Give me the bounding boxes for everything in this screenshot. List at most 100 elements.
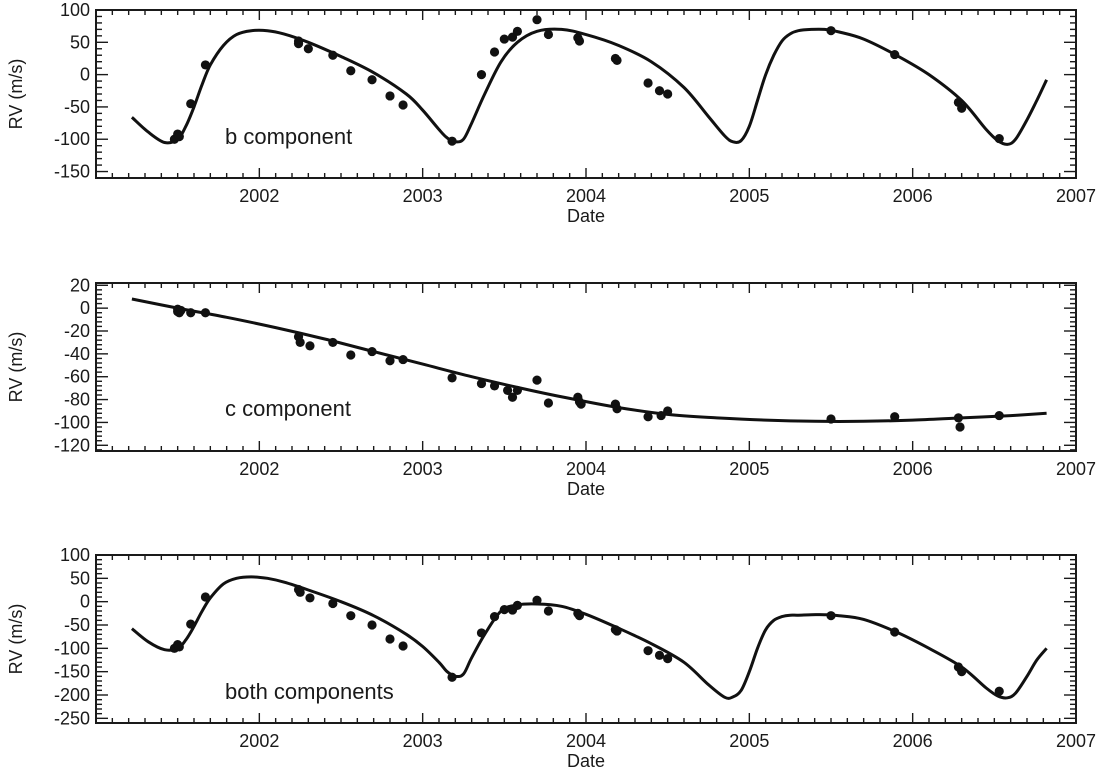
x-axis-label: Date — [567, 479, 605, 499]
rv-data-point — [367, 620, 377, 630]
rv-data-point — [305, 341, 315, 351]
y-tick-label: 20 — [70, 275, 90, 295]
rv-data-point — [826, 26, 836, 36]
y-tick-label: -100 — [54, 412, 90, 432]
rv-data-point — [200, 308, 211, 318]
x-tick-label: 2003 — [403, 731, 443, 751]
y-axis-label: RV (m/s) — [6, 59, 26, 130]
y-tick-label: 0 — [80, 65, 90, 85]
rv-data-point — [385, 91, 395, 101]
rv-data-point — [654, 86, 665, 96]
rv-data-point — [957, 103, 967, 113]
panel-both-components: 2002 2003 2004 2005 2006 2007 -250 -200 -150 -100… — [6, 545, 1096, 771]
y-tick-label: -20 — [64, 321, 90, 341]
x-tick-label: 2006 — [893, 459, 933, 479]
rv-data-point — [489, 612, 500, 622]
rv-data-point — [826, 414, 836, 424]
rv-data-point — [367, 346, 377, 357]
rv-data-point — [489, 381, 500, 391]
rv-data-point — [303, 44, 313, 54]
rv-data-point — [994, 133, 1004, 144]
rv-data-point — [507, 392, 518, 402]
panel-b-component: 2002 2003 2004 2005 2006 2007 -150 -100 -50 0 50 10… — [6, 0, 1096, 226]
rv-data-point — [328, 50, 338, 60]
y-axis-label: RV (m/s) — [6, 604, 26, 675]
orbit-fit-curve — [130, 27, 1048, 146]
x-tick-label: 2007 — [1056, 459, 1096, 479]
rv-data-point — [305, 593, 315, 603]
y-tick-label: 0 — [80, 298, 90, 318]
rv-data-point — [612, 55, 622, 65]
rv-data-point — [200, 60, 211, 70]
rv-data-point — [955, 422, 965, 432]
rv-data-point — [499, 605, 509, 615]
x-tick-label: 2005 — [729, 459, 769, 479]
rv-data-point — [612, 404, 622, 414]
rv-data-point — [656, 410, 666, 421]
y-tick-label: 100 — [60, 0, 90, 20]
x-tick-label: 2002 — [239, 731, 279, 751]
y-tick-label: -150 — [54, 162, 90, 182]
rv-data-point — [994, 410, 1004, 421]
x-tick-label: 2003 — [403, 459, 443, 479]
rv-data-point — [367, 75, 377, 85]
rv-data-point — [186, 619, 196, 629]
rv-data-point — [447, 373, 457, 383]
x-axis-label: Date — [567, 751, 605, 771]
y-tick-label: 50 — [70, 32, 90, 52]
rv-data-point — [385, 356, 395, 366]
rv-data-point — [200, 592, 211, 602]
rv-data-point — [476, 70, 487, 80]
y-tick-label: -120 — [54, 435, 90, 455]
panel-c-component: 2002 2003 2004 2005 2006 2007 -120 -100-80 -60 -4… — [6, 275, 1096, 499]
rv-data-point — [295, 587, 305, 597]
rv-data-point — [398, 354, 408, 365]
rv-data-point — [447, 136, 457, 146]
rv-data-point — [576, 399, 586, 409]
y-tick-label: -50 — [64, 615, 90, 635]
rv-data-point — [663, 406, 673, 416]
rv-data-point — [890, 412, 900, 422]
x-tick-label: 2007 — [1056, 186, 1096, 206]
rv-data-point — [890, 627, 900, 637]
rv-data-point — [346, 611, 356, 621]
rv-data-point — [957, 667, 967, 677]
rv-data-point — [512, 385, 523, 396]
rv-data-point — [953, 413, 964, 423]
x-tick-label: 2004 — [566, 186, 606, 206]
rv-data-point — [346, 66, 356, 76]
x-tick-label: 2002 — [239, 459, 279, 479]
rv-data-point — [643, 78, 653, 88]
rv-data-point — [826, 611, 836, 621]
x-tick-label: 2004 — [566, 731, 606, 751]
x-axis-label: Date — [567, 206, 605, 226]
y-tick-label: -100 — [54, 129, 90, 149]
x-tick-label: 2003 — [403, 186, 443, 206]
rv-data-point — [328, 598, 338, 609]
rv-data-point — [176, 305, 186, 316]
rv-data-point — [476, 378, 487, 389]
y-tick-label: -40 — [64, 344, 90, 364]
y-axis-label: RV (m/s) — [6, 332, 26, 403]
y-tick-label: -200 — [54, 685, 90, 705]
y-tick-label: -60 — [64, 367, 90, 387]
rv-data-point — [663, 654, 673, 664]
rv-data-point — [512, 26, 523, 36]
rv-data-point — [543, 606, 554, 616]
panel-annotation: b component — [225, 124, 352, 149]
rv-data-point — [512, 600, 523, 611]
y-tick-label: 0 — [80, 592, 90, 612]
rv-data-point — [574, 36, 585, 46]
y-tick-label: -100 — [54, 638, 90, 658]
rv-data-point — [447, 672, 457, 682]
rv-data-point — [398, 100, 408, 110]
rv-data-point — [328, 337, 338, 348]
y-tick-label: -50 — [64, 97, 90, 117]
rv-data-point — [489, 47, 500, 57]
panel-annotation: both components — [225, 679, 394, 704]
rv-data-point — [186, 308, 196, 318]
y-tick-label: -80 — [64, 390, 90, 410]
rv-data-point — [346, 350, 356, 360]
rv-data-point — [890, 49, 900, 60]
